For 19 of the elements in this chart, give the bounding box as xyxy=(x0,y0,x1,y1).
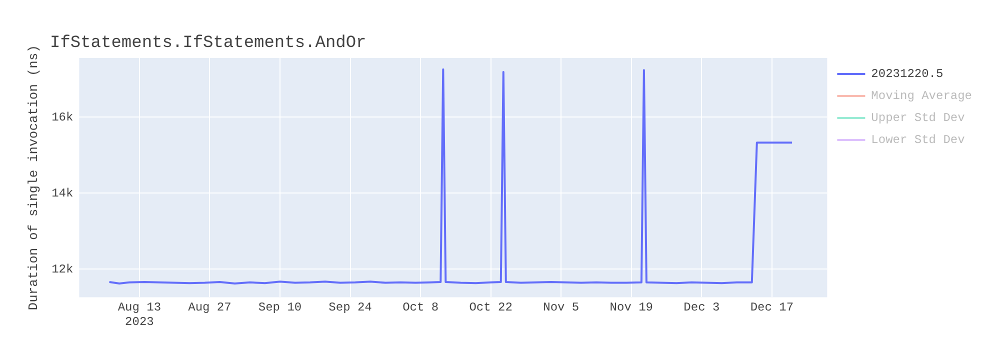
y-tick-label: 14k xyxy=(52,186,74,200)
x-tick-label: Aug 13 2023 xyxy=(118,300,162,329)
legend-label: Upper Std Dev xyxy=(871,111,965,126)
y-tick-label: 16k xyxy=(52,110,74,124)
x-tick-label: Oct 8 xyxy=(402,300,439,315)
x-tick-label: Dec 3 xyxy=(684,300,720,315)
legend-label: 20231220.5 xyxy=(871,67,944,82)
x-tick-label: Nov 5 xyxy=(543,300,580,315)
legend-label: Moving Average xyxy=(871,89,972,104)
x-tick-label: Aug 27 xyxy=(188,300,232,315)
y-axis-title: Duration of single invocation (ns) xyxy=(26,44,42,310)
y-tick-label: 12k xyxy=(52,262,74,276)
x-tick-label: Sep 10 xyxy=(258,300,302,315)
x-tick-label: Oct 22 xyxy=(469,300,512,315)
x-tick-label: Dec 17 xyxy=(750,300,794,315)
legend-label: Lower Std Dev xyxy=(871,133,965,148)
x-tick-label: Sep 24 xyxy=(328,300,372,315)
x-tick-label: Nov 19 xyxy=(610,300,654,315)
chart-title: IfStatements.IfStatements.AndOr xyxy=(50,34,366,53)
